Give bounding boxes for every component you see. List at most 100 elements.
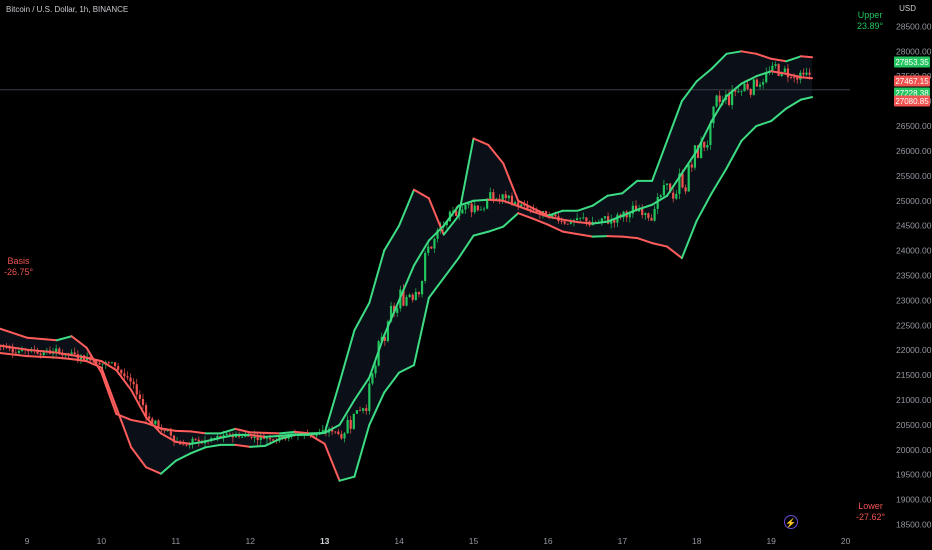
upper-band-line-segment xyxy=(293,430,311,435)
price-tag-value: 27080.85 xyxy=(895,97,929,106)
candle-body xyxy=(265,438,269,440)
upper-band-line-segment xyxy=(621,179,639,195)
lower-band-line-segment xyxy=(130,446,148,469)
candle-body xyxy=(461,209,464,214)
candle-body xyxy=(808,72,811,75)
basis-line-segment xyxy=(338,399,356,426)
candle-body xyxy=(343,433,346,439)
basis-line-segment xyxy=(323,423,341,434)
y-tick-label: 19500.00 xyxy=(896,470,932,480)
candle-body xyxy=(715,95,718,107)
upper-band-line-segment xyxy=(0,327,28,339)
candle-body xyxy=(272,439,275,441)
basis-line-segment xyxy=(442,204,460,227)
candle-body xyxy=(73,352,76,355)
basis-line-segment xyxy=(130,389,148,419)
candle-body xyxy=(700,141,703,158)
y-tick-label: 26000.00 xyxy=(896,146,932,156)
candle-body xyxy=(417,291,421,295)
basis-line-segment xyxy=(695,120,713,152)
lower-band-line-segment xyxy=(740,125,758,142)
y-tick-label: 25000.00 xyxy=(896,196,932,206)
basis-line-segment xyxy=(26,348,58,354)
candle-body xyxy=(148,416,151,419)
candle-body xyxy=(402,289,405,306)
y-tick-label: 21500.00 xyxy=(896,370,932,380)
candle-body xyxy=(98,362,101,365)
lower-band-line-segment xyxy=(412,296,430,367)
lower-band-line-segment xyxy=(621,235,639,240)
candle-body xyxy=(569,221,572,224)
y-tick-label: 23000.00 xyxy=(896,295,932,305)
candle-body xyxy=(219,435,222,438)
x-tick-label: 18 xyxy=(692,536,702,546)
basis-line-segment xyxy=(621,208,639,217)
candle-body xyxy=(284,438,287,440)
candle-body xyxy=(334,431,337,433)
candle-body xyxy=(135,384,138,395)
y-tick-label: 26500.00 xyxy=(896,121,932,131)
upper-band-line-segment xyxy=(710,52,728,70)
candle-body xyxy=(600,218,603,223)
candle-body xyxy=(256,435,259,441)
lower-band-line-segment xyxy=(174,452,192,462)
lower-band-line-segment xyxy=(55,356,73,361)
upper-band-line-segment xyxy=(26,336,58,342)
candle-body xyxy=(467,203,470,205)
candle-body xyxy=(610,219,613,224)
lower-band-line-segment xyxy=(576,233,594,238)
upper-band-line-segment xyxy=(472,137,490,146)
candle-body xyxy=(117,366,120,370)
upper-name: Upper xyxy=(857,10,883,20)
candle-body xyxy=(693,145,697,168)
lower-band-line-segment xyxy=(546,223,564,233)
lower-band-line-segment xyxy=(502,212,520,228)
candle-body xyxy=(575,218,579,221)
candle-body xyxy=(520,204,523,207)
candle-body xyxy=(144,404,148,417)
candle-body xyxy=(349,419,352,429)
basis-line-segment xyxy=(427,224,445,242)
candle-body xyxy=(408,294,411,298)
candle-body xyxy=(755,79,759,87)
candle-body xyxy=(427,246,430,253)
basis-line-segment xyxy=(546,215,564,221)
lower-band-line-segment xyxy=(189,446,207,455)
basis-line-segment xyxy=(755,70,773,78)
candle-body xyxy=(802,72,805,75)
lower-band-line-segment xyxy=(70,358,88,363)
candle-body xyxy=(647,213,650,219)
candle-body xyxy=(529,208,532,210)
upper-band-line-segment xyxy=(680,80,698,103)
lower-band-line-segment xyxy=(338,475,356,482)
candle-body xyxy=(486,199,489,209)
candle-body xyxy=(151,418,154,425)
candle-body xyxy=(566,223,569,225)
candle-body xyxy=(445,221,448,226)
lower-band-line-segment xyxy=(115,406,133,449)
candle-body xyxy=(492,192,495,200)
basis-line-segment xyxy=(115,369,133,392)
basis-line-segment xyxy=(576,221,594,225)
upper-band-line-segment xyxy=(100,371,118,415)
upper-label: Upper 23.89° xyxy=(857,10,883,32)
lightning-icon[interactable]: ⚡ xyxy=(784,515,798,529)
upper-band-line-segment xyxy=(279,430,296,435)
candle-body xyxy=(346,419,349,434)
candle-body xyxy=(470,203,473,213)
x-tick-label: 12 xyxy=(246,536,256,546)
candle-body xyxy=(250,436,253,438)
candle-body xyxy=(737,91,740,93)
candle-body xyxy=(479,209,483,211)
candle-body xyxy=(585,217,588,222)
candle-body xyxy=(752,79,755,95)
candle-body xyxy=(718,95,721,102)
candle-body xyxy=(765,72,768,83)
candle-body xyxy=(14,352,17,354)
candle-body xyxy=(774,64,777,66)
candle-body xyxy=(420,280,424,295)
lower-band-line-segment xyxy=(249,444,267,448)
upper-band-line-segment xyxy=(398,188,415,227)
